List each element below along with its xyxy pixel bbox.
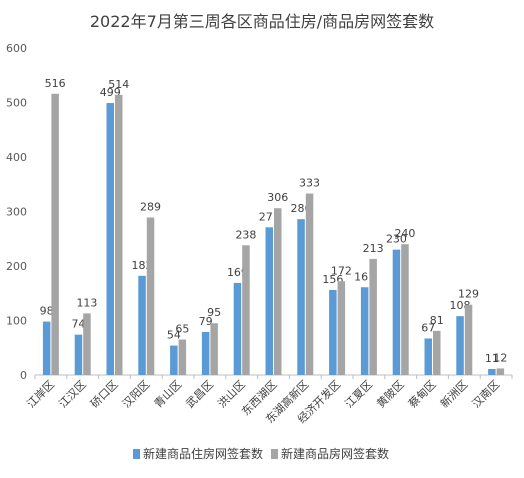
bar-residential	[456, 316, 464, 375]
data-label: 81	[430, 314, 444, 327]
data-label: 333	[299, 177, 320, 190]
bar-residential	[488, 369, 496, 375]
data-label: 172	[331, 264, 352, 277]
y-tick-label: 500	[6, 97, 27, 110]
data-label: 113	[76, 296, 97, 309]
bar-residential	[106, 103, 114, 376]
legend-swatch	[271, 449, 278, 459]
bar-commercial	[496, 368, 505, 375]
y-tick-label: 600	[6, 42, 27, 55]
y-tick-label: 100	[6, 315, 27, 328]
bar-commercial	[337, 281, 346, 375]
bar-commercial	[433, 330, 441, 375]
bar-commercial	[178, 339, 187, 375]
x-tick-label: 蔡甸区	[406, 378, 439, 411]
bar-residential	[329, 289, 337, 375]
data-label: 98	[40, 305, 54, 318]
chart-title: 2022年7月第三周各区商品住房/商品房网签套数	[89, 12, 435, 31]
x-tick-label: 汉南区	[470, 378, 503, 411]
bar-residential	[297, 219, 305, 375]
bar-commercial	[242, 245, 250, 375]
data-label: 238	[235, 228, 256, 241]
bar-commercial	[210, 323, 218, 375]
bar-residential	[424, 338, 432, 375]
data-label: 74	[71, 318, 85, 331]
data-label: 12	[493, 351, 507, 364]
bar-residential	[233, 282, 242, 375]
bar-commercial	[401, 244, 409, 375]
bar-commercial	[464, 304, 473, 375]
x-tick-label: 江夏区	[342, 378, 375, 411]
data-label: 516	[45, 77, 66, 90]
data-label: 11	[485, 352, 499, 365]
y-tick-label: 0	[20, 369, 27, 382]
data-label: 65	[175, 323, 189, 336]
bar-commercial	[115, 94, 123, 376]
x-tick-label: 江汉区	[56, 378, 89, 411]
bar-residential	[201, 331, 210, 375]
data-label: 79	[199, 315, 213, 328]
y-tick-label: 200	[6, 260, 27, 273]
data-label: 129	[458, 288, 479, 301]
bar-commercial	[146, 217, 155, 375]
bar-residential	[392, 249, 401, 375]
bar-residential	[74, 334, 83, 375]
data-label: 213	[363, 242, 384, 255]
x-tick-label: 江岸区	[24, 378, 57, 411]
x-tick-label: 黄陂区	[374, 377, 407, 410]
data-label: 240	[394, 227, 415, 240]
data-label: 306	[267, 191, 288, 204]
bar-commercial	[51, 93, 59, 375]
x-tick-label: 硚口区	[88, 378, 121, 411]
x-tick-label: 新洲区	[437, 377, 470, 410]
bar-commercial	[305, 193, 314, 375]
bar-residential	[170, 345, 178, 375]
bar-commercial	[274, 208, 282, 375]
bar-residential	[138, 275, 146, 375]
legend-entry: 新建商品住房网签套数	[143, 446, 263, 461]
data-label: 67	[421, 321, 435, 334]
data-label: 54	[167, 329, 181, 342]
data-label: 289	[140, 200, 161, 213]
y-tick-label: 300	[6, 206, 27, 219]
legend-swatch	[133, 449, 140, 459]
x-tick-label: 青山区	[152, 378, 185, 411]
bar-commercial	[83, 313, 91, 375]
legend-entry: 新建商品房网签套数	[281, 446, 389, 461]
bar-commercial	[369, 258, 377, 375]
bar-residential	[265, 227, 273, 375]
y-tick-label: 400	[6, 151, 27, 164]
data-label: 95	[207, 306, 221, 319]
x-tick-label: 汉阳区	[120, 378, 153, 411]
data-label: 230	[386, 233, 407, 246]
data-label: 514	[108, 78, 129, 91]
bar-residential	[360, 287, 369, 375]
bar-residential	[42, 321, 51, 375]
x-tick-label: 武昌区	[183, 378, 216, 411]
